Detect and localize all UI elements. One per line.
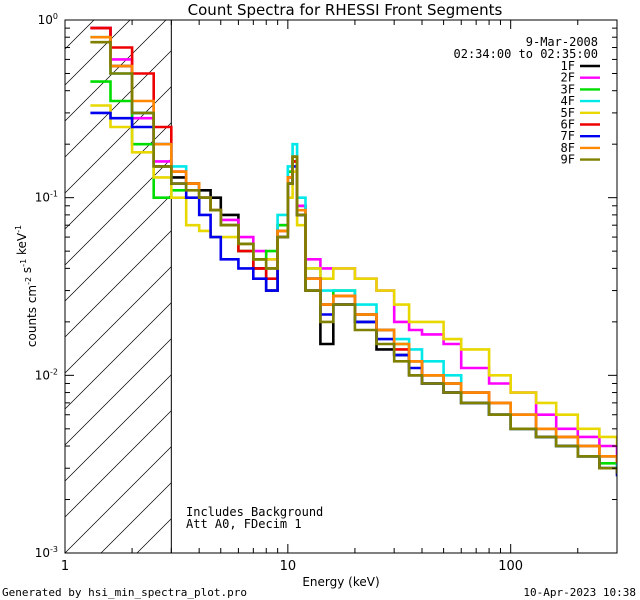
hatch-line bbox=[317, 0, 640, 553]
hatch-line bbox=[281, 0, 640, 553]
x-tick-label: 10 bbox=[280, 559, 297, 574]
hatch-line bbox=[65, 194, 172, 302]
hatch-line bbox=[65, 302, 172, 410]
note-background: Includes Background bbox=[186, 505, 323, 519]
hatch-line bbox=[605, 0, 640, 553]
hatch-line bbox=[65, 122, 172, 230]
legend-label-8F: 8F bbox=[561, 141, 575, 155]
y-tick-label: 100 bbox=[38, 12, 58, 27]
series-2F bbox=[90, 26, 617, 457]
hatch-line bbox=[100, 482, 172, 553]
axes: 1 10 100 10-3 10-2 10-1 100 bbox=[35, 12, 618, 574]
note-attenuator: Att A0, FDecim 1 bbox=[186, 517, 302, 531]
series-1F bbox=[90, 26, 617, 474]
y-axis-label: counts cm-2 s-1 keV-1 bbox=[14, 225, 39, 347]
hatch-line bbox=[0, 0, 13, 553]
time-range-label: 02:34:00 to 02:35:00 bbox=[454, 47, 599, 61]
x-axis-label: Energy (keV) bbox=[302, 575, 379, 589]
footer-timestamp: 10-Apr-2023 10:38 bbox=[523, 586, 636, 599]
legend-label-5F: 5F bbox=[561, 106, 575, 120]
hatch-line bbox=[65, 50, 172, 158]
hatch-line bbox=[65, 446, 172, 553]
y-tick-label: 10-1 bbox=[35, 190, 58, 205]
hatch-line bbox=[65, 410, 172, 518]
legend-label-4F: 4F bbox=[561, 94, 575, 108]
series-6F bbox=[90, 26, 617, 464]
shaded-region bbox=[0, 0, 640, 553]
hatch-line bbox=[353, 0, 640, 553]
hatch-line bbox=[65, 338, 172, 446]
hatch-line bbox=[461, 0, 640, 553]
hatch-line bbox=[65, 230, 172, 338]
hatch-line bbox=[389, 0, 640, 553]
hatch-line bbox=[65, 374, 172, 482]
legend-label-6F: 6F bbox=[561, 118, 575, 132]
legend-label-3F: 3F bbox=[561, 82, 575, 96]
hatch-line bbox=[65, 158, 172, 266]
series-9F bbox=[90, 40, 617, 474]
y-tick-label: 10-3 bbox=[35, 545, 58, 560]
hatch-line bbox=[0, 0, 85, 553]
legend-label-2F: 2F bbox=[561, 71, 575, 85]
x-tick-label: 1 bbox=[61, 559, 69, 574]
series-8F bbox=[90, 35, 617, 464]
legend-label-7F: 7F bbox=[561, 129, 575, 143]
legend-label-9F: 9F bbox=[561, 153, 575, 167]
plot-frame bbox=[64, 19, 618, 554]
hatch-line bbox=[65, 266, 172, 374]
hatch-line bbox=[425, 0, 640, 553]
hatch-line bbox=[65, 20, 167, 122]
hatch-line bbox=[533, 0, 640, 553]
hatch-line bbox=[569, 0, 640, 553]
footer-generated-by: Generated by hsi_min_spectra_plot.pro bbox=[2, 586, 247, 599]
chart-title: Count Spectra for RHESSI Front Segments bbox=[188, 1, 503, 19]
series-5F bbox=[90, 104, 617, 446]
x-tick-label: 100 bbox=[498, 559, 523, 574]
legend-label-1F: 1F bbox=[561, 59, 575, 73]
hatch-line bbox=[209, 0, 640, 553]
date-label: 9-Mar-2008 bbox=[526, 35, 598, 49]
y-tick-label: 10-2 bbox=[35, 367, 58, 382]
series-layer bbox=[90, 26, 617, 477]
